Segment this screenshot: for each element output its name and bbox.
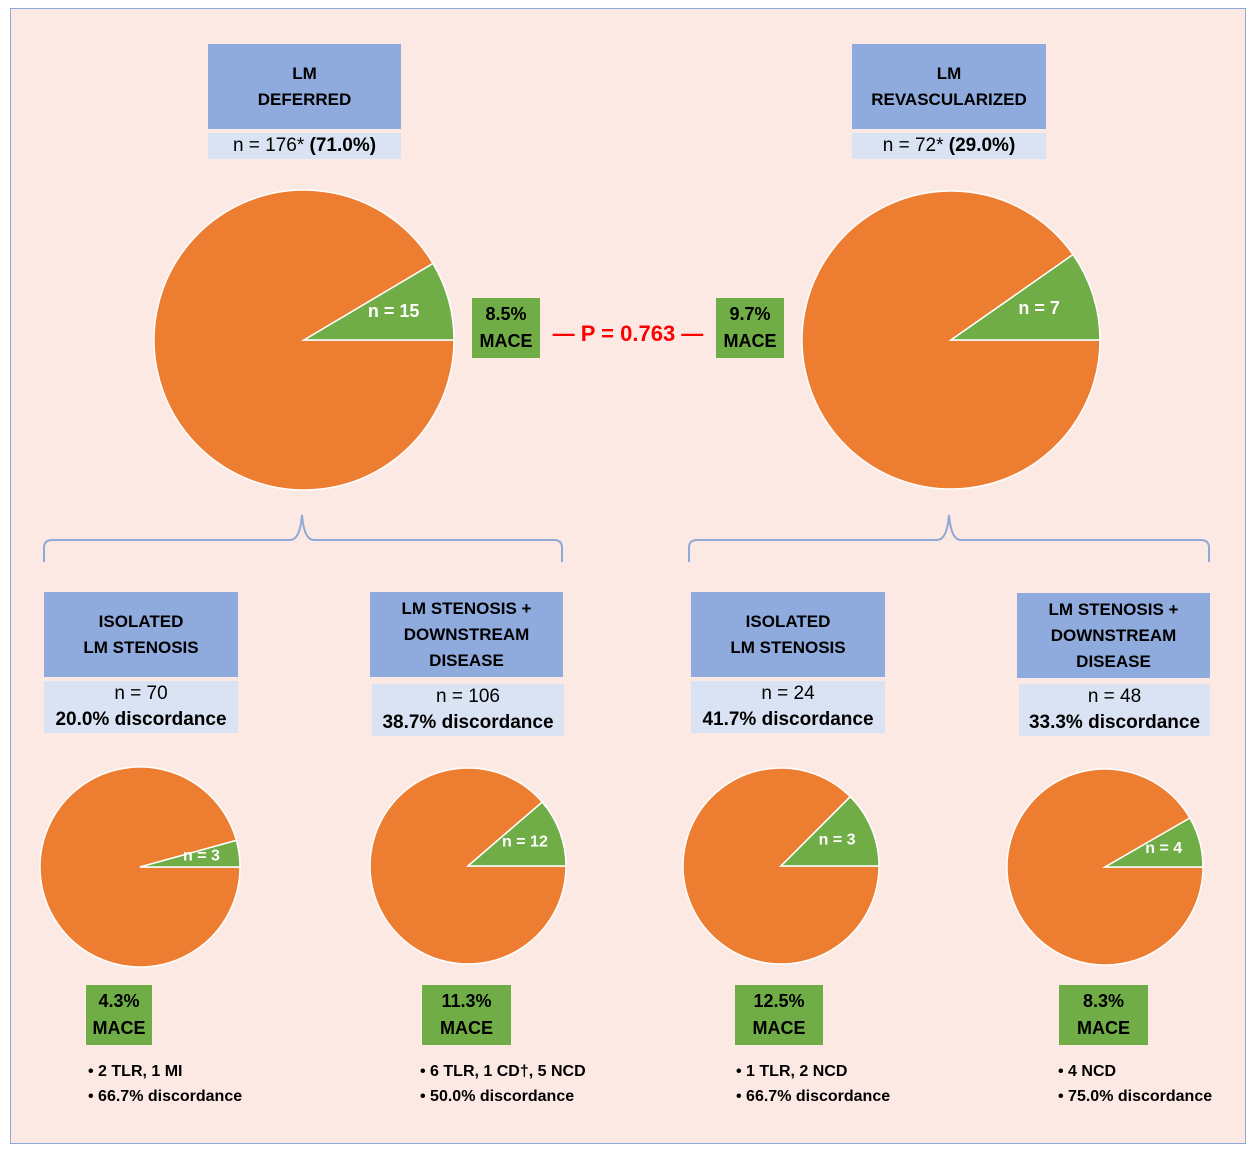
header-line: DOWNSTREAM — [403, 624, 530, 644]
bullet-item: 50.0% discordance — [420, 1084, 586, 1109]
subgroup-header: LM STENOSIS + DOWNSTREAM DISEASE — [370, 592, 563, 677]
header-line: DISEASE — [1076, 651, 1151, 671]
subgroup-header: ISOLATED LM STENOSIS — [44, 592, 238, 677]
subgroup-stats: n = 70 20.0% discordance — [44, 681, 238, 733]
brace-left — [43, 514, 563, 562]
lm-revascularized-count: n = 72* (29.0%) — [852, 133, 1046, 159]
header-line: REVASCULARIZED — [871, 89, 1027, 109]
mace-badge: 12.5% MACE — [735, 985, 823, 1045]
percent-text: (71.0%) — [309, 135, 377, 156]
event-details: 4 NCD75.0% discordance — [1058, 1059, 1212, 1109]
header-line: ISOLATED — [98, 611, 184, 631]
header-line: ISOLATED — [745, 611, 831, 631]
mace-badge-deferred: 8.5% MACE — [472, 298, 540, 358]
bullet-item: 1 TLR, 2 NCD — [736, 1059, 890, 1084]
header-line: DOWNSTREAM — [1050, 625, 1177, 645]
mace-percent: 8.3% — [1082, 991, 1125, 1011]
mace-label: MACE — [92, 1018, 146, 1038]
header-line: LM STENOSIS — [730, 637, 846, 657]
mace-percent: 11.3% — [441, 991, 492, 1011]
subgroup-discordance: 41.7% discordance — [702, 709, 874, 730]
subgroup-discordance: 20.0% discordance — [55, 709, 227, 730]
subgroup-pie-slice-label: n = 4 — [1145, 840, 1182, 857]
header-line: LM STENOSIS — [83, 637, 199, 657]
event-details: 2 TLR, 1 MI66.7% discordance — [88, 1059, 242, 1109]
mace-badge-revascularized: 9.7% MACE — [716, 298, 784, 358]
bullet-item: 4 NCD — [1058, 1059, 1212, 1084]
subgroup-stats: n = 106 38.7% discordance — [372, 684, 564, 736]
brace-right — [688, 514, 1210, 562]
mace-percent: 4.3% — [98, 991, 140, 1011]
subgroup-header: LM STENOSIS + DOWNSTREAM DISEASE — [1017, 593, 1210, 678]
mace-label: MACE — [479, 331, 533, 351]
subgroup-pie-mace-slice — [139, 839, 241, 868]
subgroup-discordance: 33.3% discordance — [1028, 712, 1201, 733]
mace-badge: 4.3% MACE — [86, 985, 152, 1045]
subgroup-pie-slice-label: n = 12 — [502, 833, 548, 850]
bullet-item: 6 TLR, 1 CD†, 5 NCD — [420, 1059, 586, 1084]
revascularized-pie-slice-label: n = 7 — [1018, 298, 1060, 318]
deferred-pie-mace-slice — [301, 262, 455, 341]
lm-deferred-count: n = 176* (71.0%) — [208, 133, 401, 159]
subgroup-pie-slice-label: n = 3 — [819, 831, 856, 848]
header-line: DISEASE — [429, 650, 504, 670]
percent-text: (29.0%) — [948, 135, 1016, 156]
mace-label: MACE — [1077, 1018, 1130, 1038]
mace-label: MACE — [440, 1018, 493, 1038]
revascularized-pie-mace-slice — [948, 253, 1101, 341]
mace-badge: 11.3% MACE — [422, 985, 511, 1045]
mace-percent: 8.5% — [485, 304, 527, 324]
subgroup-stats: n = 24 41.7% discordance — [691, 681, 885, 733]
header-line: DEFERRED — [257, 89, 352, 109]
subgroup-pie-mace-slice — [779, 795, 880, 867]
subgroup-count: n = 70 — [114, 683, 168, 704]
subgroup-header: ISOLATED LM STENOSIS — [691, 592, 885, 677]
header-line: LM STENOSIS + — [1048, 599, 1179, 619]
mace-label: MACE — [723, 331, 777, 351]
bullet-item: 66.7% discordance — [88, 1084, 242, 1109]
subgroup-pie-slice-label: n = 3 — [183, 847, 220, 864]
subgroup-count: n = 48 — [1087, 686, 1142, 707]
event-details: 6 TLR, 1 CD†, 5 NCD50.0% discordance — [420, 1059, 586, 1109]
bullet-item: 2 TLR, 1 MI — [88, 1059, 242, 1084]
p-value: — P = 0.763 — — [552, 321, 704, 346]
lm-revascularized-header: LM REVASCULARIZED — [852, 44, 1046, 129]
mace-badge: 8.3% MACE — [1059, 985, 1148, 1045]
subgroup-discordance: 38.7% discordance — [382, 712, 554, 733]
subgroup-pie-mace-slice — [1102, 816, 1204, 868]
mace-percent: 9.7% — [729, 304, 771, 324]
subgroup-pie-mace-slice — [465, 800, 567, 867]
subgroup-stats: n = 48 33.3% discordance — [1019, 684, 1210, 736]
header-line: LM — [936, 63, 962, 83]
header-line: LM STENOSIS + — [401, 598, 532, 618]
deferred-pie-slice-label: n = 15 — [368, 301, 420, 321]
mace-label: MACE — [752, 1018, 806, 1038]
bullet-item: 75.0% discordance — [1058, 1084, 1212, 1109]
event-details: 1 TLR, 2 NCD66.7% discordance — [736, 1059, 890, 1109]
mace-percent: 12.5% — [753, 991, 805, 1011]
lm-deferred-header: LM DEFERRED — [208, 44, 401, 129]
bullet-item: 66.7% discordance — [736, 1084, 890, 1109]
subgroup-count: n = 106 — [436, 686, 500, 707]
subgroup-count: n = 24 — [761, 683, 815, 704]
diagram-frame — [10, 8, 1246, 1144]
header-line: LM — [292, 63, 317, 83]
count-text: n = 176* — [232, 135, 310, 156]
count-text: n = 72* — [882, 135, 949, 156]
